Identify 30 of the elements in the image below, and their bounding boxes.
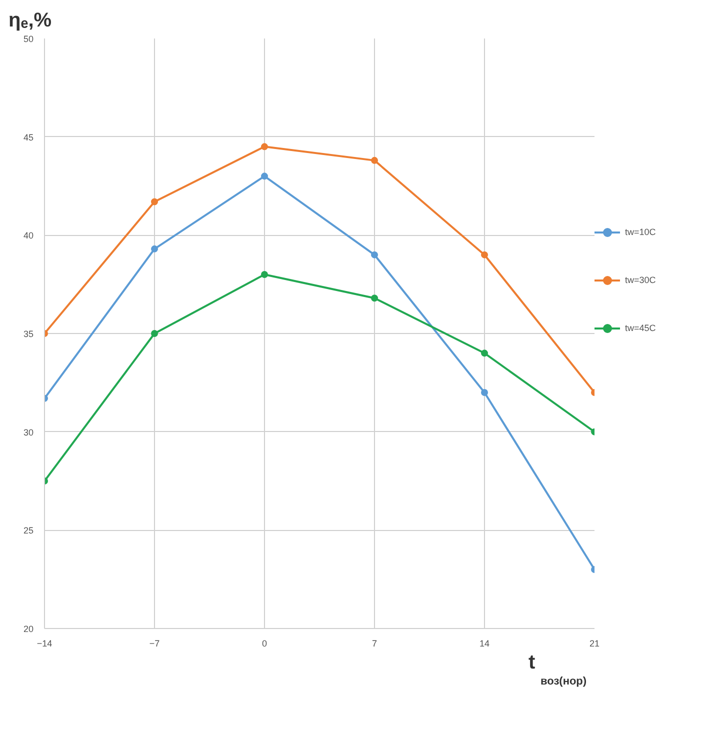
x-axis-title: tвоз(нор) [528, 652, 587, 688]
point [151, 330, 158, 337]
point [261, 271, 268, 278]
point [481, 389, 488, 396]
point [371, 294, 378, 302]
y-tick-label: 50 [23, 34, 34, 44]
point [151, 245, 158, 252]
y-tick-label: 30 [23, 427, 34, 438]
y-tick-label: 45 [23, 132, 34, 142]
legend-label: tw=30C [625, 275, 656, 285]
x-tick-label: 0 [262, 638, 268, 648]
point [261, 143, 268, 150]
point [371, 156, 378, 164]
point [371, 251, 378, 258]
x-tick-label: −14 [36, 638, 52, 648]
x-tick-label: 7 [372, 638, 378, 648]
x-tick-label: 14 [479, 638, 490, 648]
x-tick-label: −7 [149, 638, 160, 648]
y-tick-label: 35 [23, 329, 34, 339]
point [261, 172, 268, 180]
legend-label: tw=10C [625, 227, 656, 237]
y-tick-label: 20 [23, 624, 34, 634]
point [481, 350, 488, 357]
y-tick-label: 40 [23, 230, 34, 241]
y-axis-title: ηₑ,% [8, 10, 52, 32]
x-tick-label: 21 [589, 638, 600, 648]
point [151, 198, 158, 206]
point [481, 251, 488, 258]
y-tick-label: 25 [23, 526, 34, 536]
legend-label: tw=45C [625, 323, 656, 333]
